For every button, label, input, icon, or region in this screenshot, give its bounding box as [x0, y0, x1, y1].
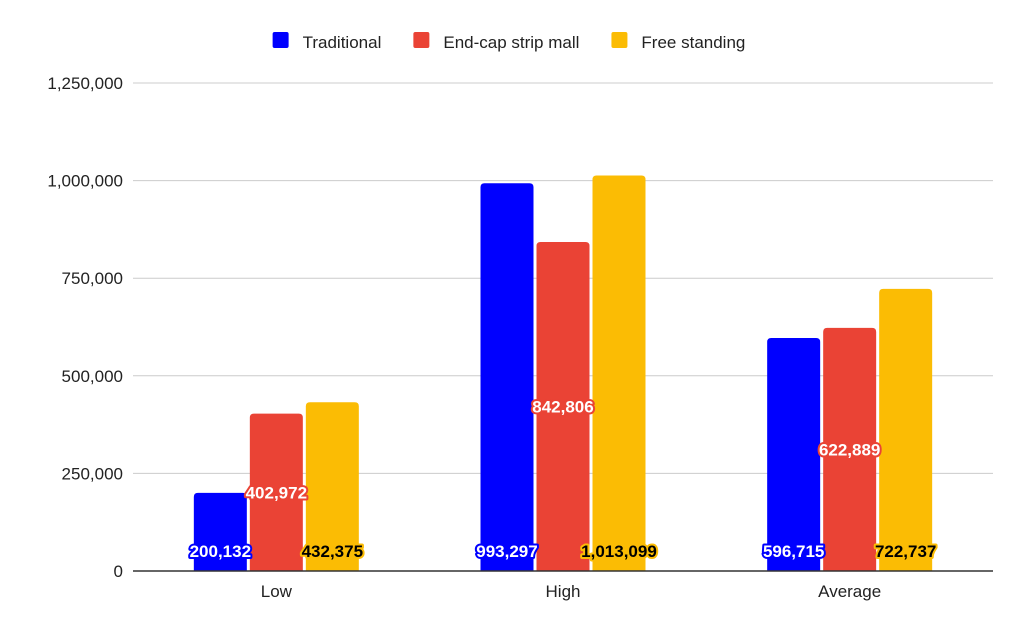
legend-swatch: [272, 32, 289, 48]
x-tick-label: Low: [261, 582, 293, 601]
data-label: 200,132: [190, 542, 251, 561]
data-label: 622,889: [819, 440, 880, 459]
bar: [480, 183, 534, 571]
legend-swatch: [611, 32, 628, 48]
bars: [193, 175, 933, 571]
legend-item[interactable]: Free standing: [611, 32, 745, 52]
legend-label: Free standing: [641, 33, 745, 52]
data-label: 1,013,099: [581, 542, 657, 561]
y-tick-label: 1,000,000: [47, 172, 123, 191]
y-tick-label: 250,000: [62, 464, 123, 483]
bar: [249, 413, 303, 571]
x-tick-label: High: [546, 582, 581, 601]
bar: [305, 402, 359, 571]
x-tick-label: Average: [818, 582, 881, 601]
bar: [592, 175, 646, 571]
data-label: 432,375: [302, 542, 363, 561]
legend-swatch: [413, 32, 430, 48]
legend-label: End-cap strip mall: [443, 33, 579, 52]
data-label: 596,715: [763, 542, 824, 561]
data-labels: 200,132 402,972 432,375 993,297 842,806 1,013…: [188, 395, 939, 563]
y-tick-label: 0: [114, 562, 123, 581]
legend: Traditional End-cap strip mall Free standi…: [272, 32, 745, 52]
x-axis-ticks: Low High Average: [261, 582, 881, 601]
bar: [536, 241, 590, 571]
bar: [193, 492, 247, 571]
legend-label: Traditional: [303, 33, 382, 52]
legend-item[interactable]: End-cap strip mall: [413, 32, 579, 52]
y-tick-label: 500,000: [62, 367, 123, 386]
y-axis-ticks: 0 250,000 500,000 750,000 1,000,000 1,250,000: [47, 74, 123, 581]
data-label: 722,737: [875, 542, 936, 561]
data-label: 402,972: [246, 483, 307, 502]
legend-item[interactable]: Traditional: [272, 32, 382, 52]
bar: [767, 338, 821, 571]
y-tick-label: 1,250,000: [47, 74, 123, 93]
data-label: 842,806: [532, 397, 593, 416]
y-tick-label: 750,000: [62, 269, 123, 288]
bar: [823, 327, 877, 571]
bar: [879, 288, 933, 571]
data-label: 993,297: [476, 542, 537, 561]
